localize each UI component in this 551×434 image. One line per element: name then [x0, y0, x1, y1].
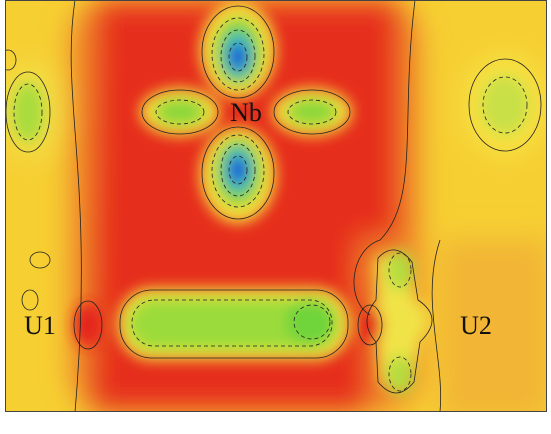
- atom-label: U1: [24, 311, 56, 340]
- map-fill: [0, 0, 551, 434]
- density-map: Nb U1 U2: [0, 0, 551, 434]
- atom-label: Nb: [230, 98, 262, 127]
- atom-label: U2: [460, 311, 492, 340]
- page: {"labels": {"nb": "Nb", "u1": "U1", "u2"…: [0, 0, 551, 434]
